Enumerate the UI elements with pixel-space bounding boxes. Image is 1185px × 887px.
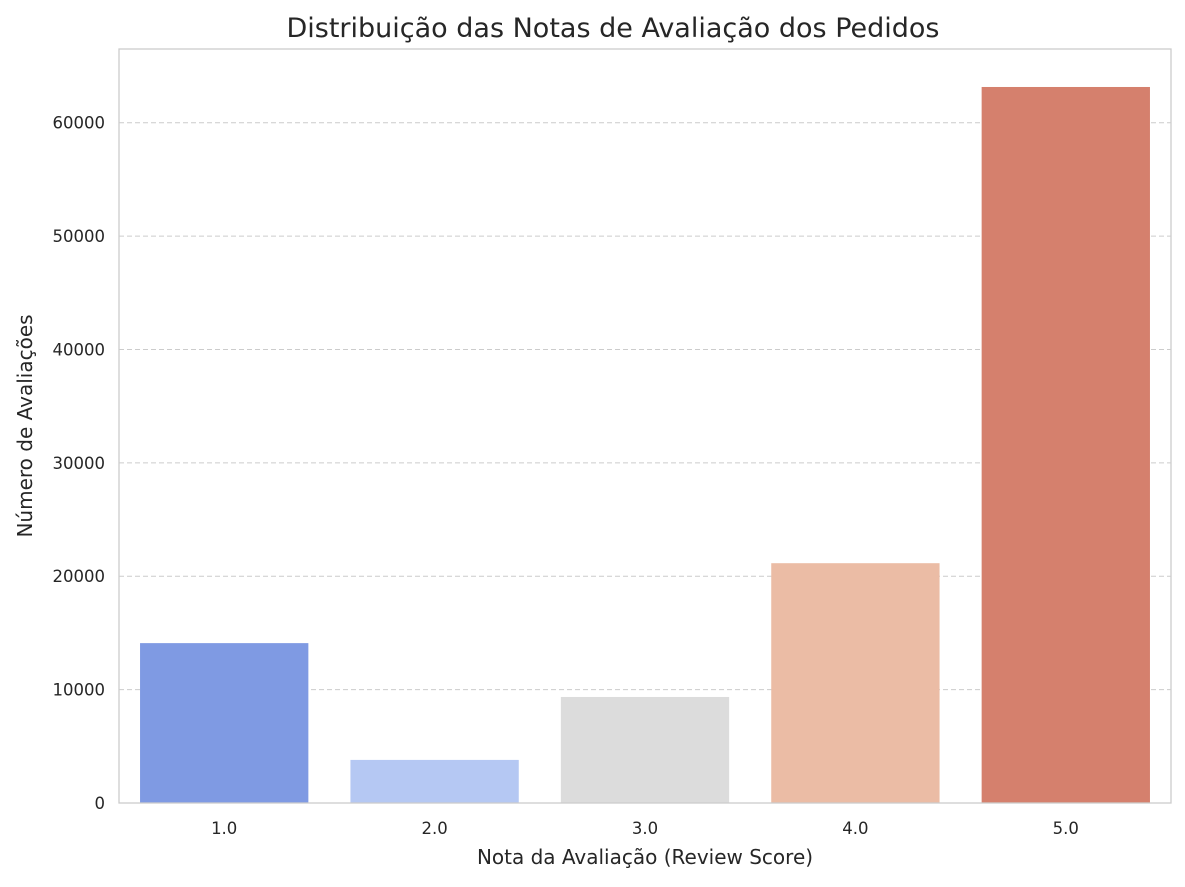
y-tick-label: 0 xyxy=(95,794,106,813)
y-axis-label: Número de Avaliações xyxy=(13,314,37,537)
x-tick-label: 1.0 xyxy=(211,819,237,838)
y-tick-label: 50000 xyxy=(53,227,106,246)
bar-2 xyxy=(350,759,519,803)
x-axis-label: Nota da Avaliação (Review Score) xyxy=(477,845,813,869)
x-tick-label: 2.0 xyxy=(421,819,447,838)
y-axis-ticks: 0 10000 20000 30000 40000 50000 60000 xyxy=(53,114,106,813)
y-tick-label: 20000 xyxy=(53,567,106,586)
chart-title: Distribuição das Notas de Avaliação dos … xyxy=(286,13,939,44)
y-tick-label: 10000 xyxy=(53,681,106,700)
bars xyxy=(140,86,1150,803)
x-tick-label: 3.0 xyxy=(632,819,658,838)
bar-1 xyxy=(140,643,309,803)
x-tick-label: 4.0 xyxy=(842,819,868,838)
bar-3 xyxy=(560,696,730,803)
bar-4 xyxy=(771,563,940,803)
y-tick-label: 40000 xyxy=(53,340,106,359)
y-tick-label: 60000 xyxy=(53,114,106,133)
y-tick-label: 30000 xyxy=(53,454,106,473)
bar-5 xyxy=(981,86,1150,803)
plot-frame xyxy=(118,48,1172,804)
x-axis-ticks: 1.0 2.0 3.0 4.0 5.0 xyxy=(211,819,1079,838)
x-tick-label: 5.0 xyxy=(1053,819,1079,838)
